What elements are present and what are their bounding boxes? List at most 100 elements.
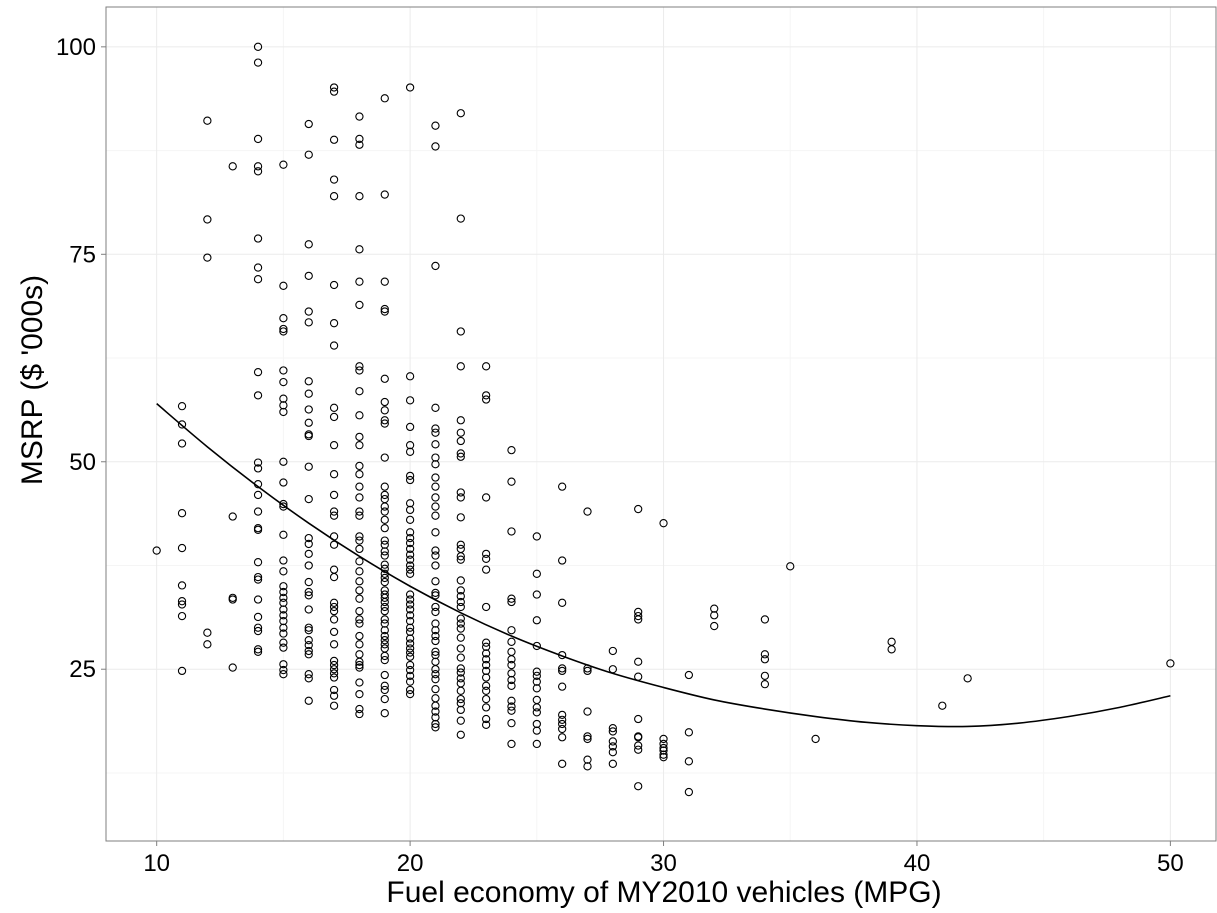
data-point <box>811 734 820 744</box>
x-tick-label: 10 <box>143 850 170 877</box>
data-point <box>279 605 288 614</box>
data-point <box>380 685 389 695</box>
data-point <box>329 470 339 479</box>
data-point <box>532 703 541 712</box>
data-point <box>329 280 339 290</box>
data-point <box>760 615 770 624</box>
data-point <box>684 757 694 766</box>
data-point <box>355 134 364 144</box>
data-point <box>481 686 491 695</box>
data-point <box>684 787 694 797</box>
data-point <box>380 619 389 628</box>
data-point <box>329 135 339 144</box>
data-point <box>507 637 516 646</box>
data-point <box>279 457 288 466</box>
data-point <box>380 523 389 533</box>
data-point <box>583 507 592 516</box>
data-point <box>481 554 491 564</box>
data-point <box>279 556 288 565</box>
data-point <box>481 391 491 400</box>
data-point <box>304 430 313 439</box>
data-point <box>304 494 313 504</box>
data-point <box>304 650 313 659</box>
data-point <box>405 605 415 614</box>
data-point <box>380 374 389 383</box>
data-point <box>253 626 263 636</box>
data-point <box>431 694 440 703</box>
data-point <box>456 633 465 642</box>
data-point <box>355 461 364 471</box>
data-point <box>481 660 491 670</box>
data-point <box>355 619 364 628</box>
data-point <box>177 600 187 609</box>
data-point <box>431 424 440 433</box>
data-point <box>355 557 364 566</box>
data-point <box>355 245 364 254</box>
data-point <box>456 619 465 628</box>
data-point <box>405 623 415 632</box>
data-point <box>380 547 389 556</box>
data-point <box>177 439 187 448</box>
data-point <box>253 391 263 400</box>
data-point <box>481 673 491 682</box>
data-point <box>431 631 440 641</box>
data-point <box>481 642 491 651</box>
data-point <box>431 460 440 469</box>
data-point <box>253 507 263 516</box>
data-point <box>304 431 313 441</box>
data-point <box>279 638 288 647</box>
data-point <box>228 663 237 672</box>
data-point <box>431 591 440 600</box>
data-point <box>380 602 389 612</box>
data-point <box>355 507 364 516</box>
data-point <box>253 42 263 51</box>
data-point <box>177 509 187 518</box>
data-point <box>203 628 212 637</box>
data-point <box>152 546 161 555</box>
y-tick-label: 75 <box>69 241 96 268</box>
data-point <box>507 702 516 711</box>
data-point <box>380 94 389 103</box>
data-point <box>659 746 668 755</box>
data-point <box>583 732 592 741</box>
data-point <box>177 402 187 411</box>
data-point <box>431 528 440 537</box>
data-point <box>329 627 339 637</box>
data-point <box>405 660 415 670</box>
data-point <box>405 396 415 405</box>
data-point <box>279 629 288 638</box>
data-point <box>786 562 795 571</box>
y-tick-label: 100 <box>56 34 96 61</box>
y-axis-ticks: 25 50 75 100 <box>56 34 106 683</box>
data-point <box>760 671 770 681</box>
x-tick-label: 50 <box>1157 850 1184 877</box>
data-point <box>507 739 516 749</box>
data-point <box>431 670 440 679</box>
data-point <box>253 367 263 377</box>
data-point <box>405 644 415 653</box>
data-point <box>329 598 339 607</box>
data-point <box>380 606 389 616</box>
data-point <box>634 611 643 621</box>
data-point <box>279 593 288 603</box>
data-point <box>431 619 440 628</box>
data-point <box>558 650 567 660</box>
data-point <box>507 477 516 486</box>
data-point <box>456 362 465 371</box>
data-point <box>405 569 415 578</box>
data-point <box>355 689 364 699</box>
data-point <box>177 611 187 621</box>
data-point <box>355 631 364 641</box>
data-point <box>329 691 339 700</box>
data-point <box>558 664 567 673</box>
data-point <box>1166 659 1175 668</box>
x-tick-label: 40 <box>904 850 931 877</box>
data-point <box>405 634 415 643</box>
data-point <box>304 405 313 414</box>
data-point <box>481 703 491 712</box>
data-point <box>963 674 972 683</box>
data-point <box>481 714 491 724</box>
data-point <box>228 512 237 521</box>
data-point <box>329 192 339 201</box>
